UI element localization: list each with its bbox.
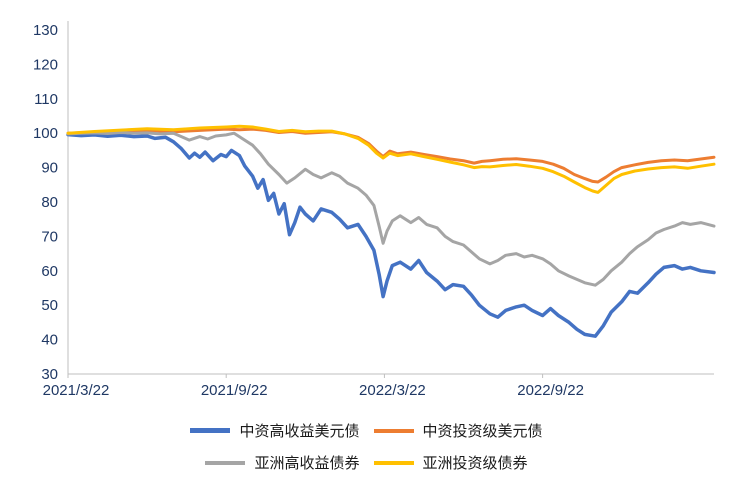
legend-swatch-asia-high-yield: [205, 460, 246, 465]
chart-legend: 中资高收益美元债 中资投资级美元债 亚洲高收益债券 亚洲投资级债券: [0, 420, 733, 473]
x-tick-label: 2021/9/22: [201, 382, 268, 399]
series-line-中资投资级美元债: [66, 127, 716, 184]
y-tick-label: 60: [41, 263, 58, 280]
y-tick-label: 110: [34, 91, 58, 108]
legend-label-china-investment-grade: 中资投资级美元债: [422, 423, 543, 440]
legend-item-china-investment-grade: 中资投资级美元债: [373, 420, 543, 441]
legend-label-asia-investment-grade: 亚洲投资级债券: [422, 455, 528, 472]
y-tick-label: 130: [33, 22, 58, 39]
y-tick-label: 30: [41, 366, 58, 383]
series-line-中资高收益美元债: [66, 132, 716, 338]
y-tick-label: 70: [41, 228, 58, 245]
legend-label-asia-high-yield: 亚洲高收益债券: [254, 455, 360, 472]
legend-item-china-high-yield: 中资高收益美元债: [190, 420, 360, 441]
y-tick-label: 80: [41, 194, 58, 211]
legend-label-china-high-yield: 中资高收益美元债: [239, 423, 360, 440]
x-tick-label: 2021/3/22: [43, 382, 110, 399]
y-tick-label: 50: [41, 297, 58, 314]
legend-swatch-china-investment-grade: [373, 428, 414, 433]
y-tick-label: 40: [41, 332, 58, 349]
series-line-亚洲投资级债券: [66, 124, 716, 194]
series-line-亚洲高收益债券: [66, 131, 716, 287]
y-tick-label: 90: [41, 160, 58, 177]
y-tick-label: 120: [33, 56, 58, 73]
legend-swatch-asia-investment-grade: [373, 460, 414, 465]
legend-swatch-china-high-yield: [190, 428, 231, 433]
legend-row-1: 中资高收益美元债 中资投资级美元债: [190, 420, 543, 441]
x-tick-label: 2022/9/22: [517, 382, 584, 399]
legend-item-asia-investment-grade: 亚洲投资级债券: [373, 452, 528, 473]
x-tick-label: 2022/3/22: [359, 382, 426, 399]
y-tick-label: 100: [33, 125, 58, 142]
legend-item-asia-high-yield: 亚洲高收益债券: [205, 452, 360, 473]
legend-row-2: 亚洲高收益债券 亚洲投资级债券: [205, 452, 528, 473]
